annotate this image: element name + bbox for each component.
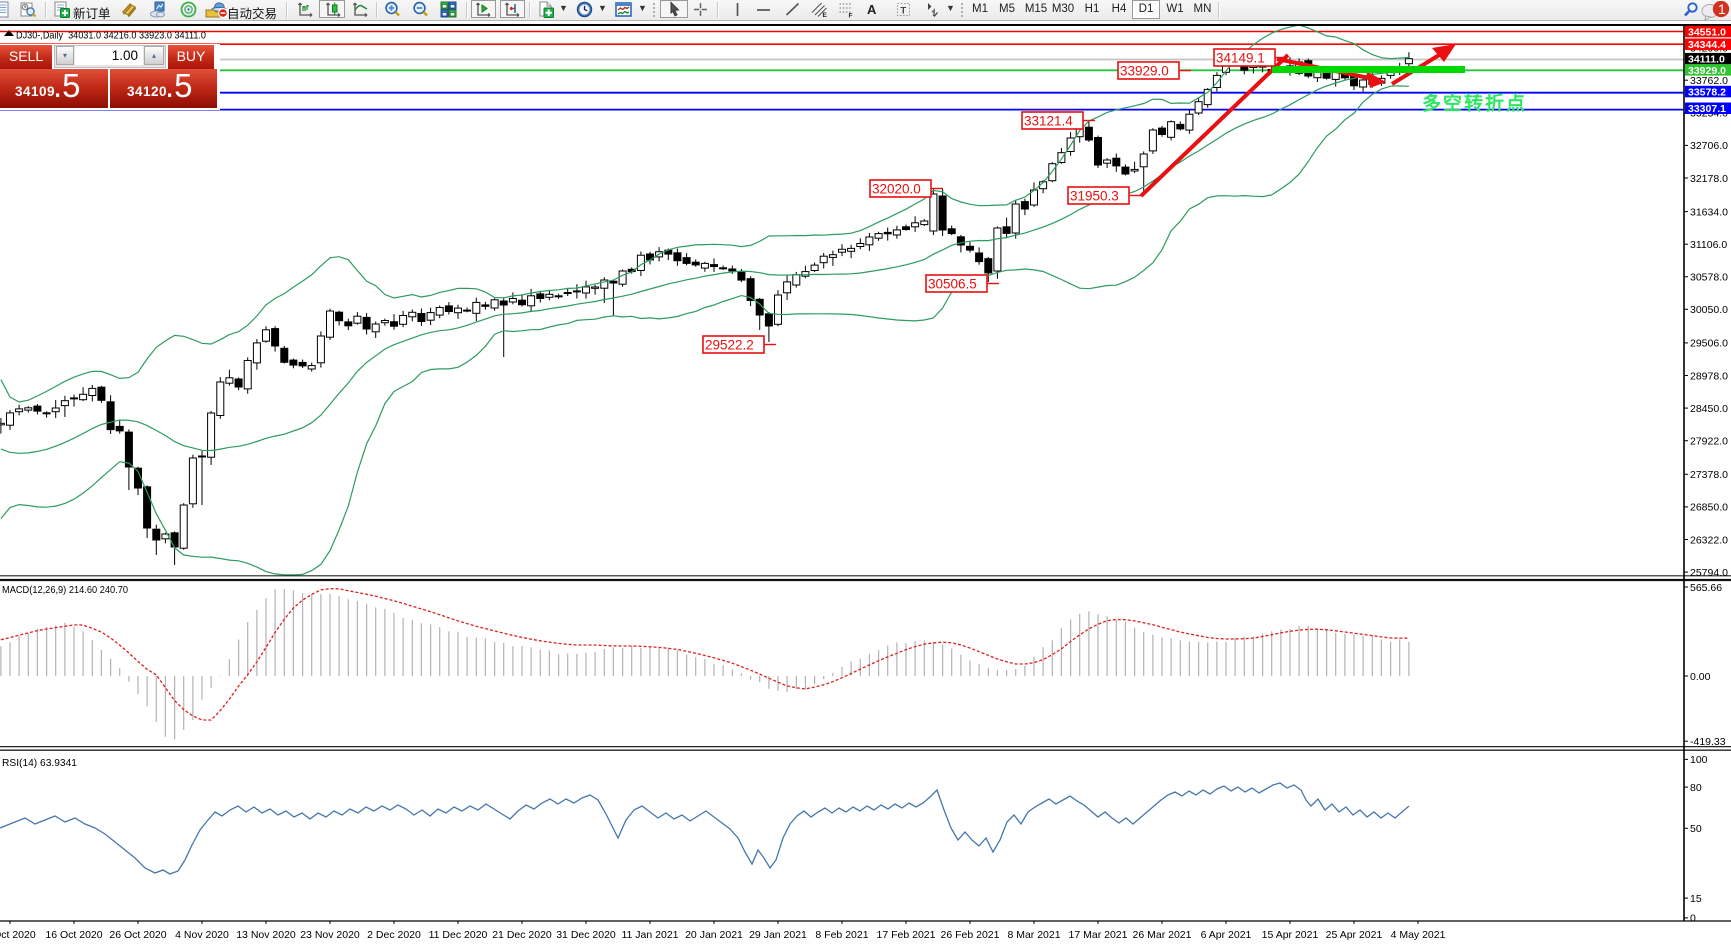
svg-text:T: T — [900, 6, 906, 17]
svg-text:4 May 2021: 4 May 2021 — [1391, 929, 1446, 941]
svg-text:2 Dec 2020: 2 Dec 2020 — [367, 929, 421, 941]
svg-text:8 Feb 2021: 8 Feb 2021 — [815, 929, 868, 941]
svg-text:27378.0: 27378.0 — [1690, 469, 1728, 481]
svg-text:13 Nov 2020: 13 Nov 2020 — [236, 929, 296, 941]
svg-text:0: 0 — [1690, 913, 1696, 925]
svg-text:27922.0: 27922.0 — [1690, 436, 1728, 448]
svg-text:11 Jan 2021: 11 Jan 2021 — [621, 929, 678, 941]
svg-text:80: 80 — [1690, 782, 1702, 794]
svg-text:-419.33: -419.33 — [1690, 736, 1726, 748]
svg-text:100: 100 — [1690, 754, 1708, 766]
svg-text:28450.0: 28450.0 — [1690, 403, 1728, 415]
svg-text:多空转折点: 多空转折点 — [1422, 92, 1527, 115]
svg-text:0.00: 0.00 — [1690, 671, 1711, 683]
svg-text:16 Oct 2020: 16 Oct 2020 — [45, 929, 102, 941]
svg-text:32706.0: 32706.0 — [1690, 140, 1728, 152]
svg-text:30506.5: 30506.5 — [928, 277, 977, 292]
svg-text:20 Jan 2021: 20 Jan 2021 — [685, 929, 743, 941]
svg-text:32020.0: 32020.0 — [872, 182, 921, 197]
svg-text:33929.0: 33929.0 — [1688, 65, 1726, 77]
svg-text:31634.0: 31634.0 — [1690, 206, 1728, 218]
svg-text:31 Dec 2020: 31 Dec 2020 — [556, 929, 616, 941]
svg-text:15: 15 — [1690, 893, 1702, 905]
svg-text:26 Oct 2020: 26 Oct 2020 — [109, 929, 166, 941]
svg-text:33307.1: 33307.1 — [1688, 103, 1726, 115]
svg-text:8 Mar 2021: 8 Mar 2021 — [1007, 929, 1060, 941]
svg-text:33578.2: 33578.2 — [1688, 86, 1726, 98]
svg-text:31106.0: 31106.0 — [1690, 239, 1727, 251]
svg-text:29 Jan 2021: 29 Jan 2021 — [749, 929, 807, 941]
svg-text:17 Feb 2021: 17 Feb 2021 — [877, 929, 936, 941]
svg-text:26322.0: 26322.0 — [1690, 534, 1728, 546]
svg-text:26 Mar 2021: 26 Mar 2021 — [1133, 929, 1192, 941]
svg-text:31950.3: 31950.3 — [1070, 189, 1119, 204]
svg-text:32178.0: 32178.0 — [1690, 173, 1728, 185]
svg-text:26850.0: 26850.0 — [1690, 502, 1728, 514]
svg-text:25794.0: 25794.0 — [1690, 567, 1728, 579]
svg-text:28978.0: 28978.0 — [1690, 370, 1728, 382]
svg-text:17 Mar 2021: 17 Mar 2021 — [1069, 929, 1128, 941]
svg-text:30050.0: 30050.0 — [1690, 304, 1728, 316]
svg-text:23 Nov 2020: 23 Nov 2020 — [300, 929, 360, 941]
svg-text:MACD(12,26,9) 214.60 240.70: MACD(12,26,9) 214.60 240.70 — [2, 584, 128, 596]
svg-text:34344.4: 34344.4 — [1688, 39, 1726, 51]
svg-text:7 Oct 2020: 7 Oct 2020 — [0, 929, 36, 941]
svg-text:4 Nov 2020: 4 Nov 2020 — [175, 929, 229, 941]
svg-text:6 Apr 2021: 6 Apr 2021 — [1201, 929, 1252, 941]
svg-text:565.66: 565.66 — [1690, 582, 1722, 594]
svg-text:29506.0: 29506.0 — [1690, 338, 1728, 350]
svg-text:26 Feb 2021: 26 Feb 2021 — [941, 929, 1000, 941]
svg-text:33929.0: 33929.0 — [1120, 64, 1169, 79]
svg-text:33762.0: 33762.0 — [1690, 75, 1728, 87]
svg-text:11 Dec 2020: 11 Dec 2020 — [429, 929, 488, 941]
svg-text:F: F — [849, 13, 853, 19]
svg-text:21 Dec 2020: 21 Dec 2020 — [492, 929, 552, 941]
svg-text:E: E — [823, 12, 828, 18]
svg-text:29522.2: 29522.2 — [705, 338, 754, 353]
svg-text:25 Apr 2021: 25 Apr 2021 — [1326, 929, 1383, 941]
svg-text:34149.1: 34149.1 — [1216, 51, 1265, 66]
svg-text:50: 50 — [1690, 823, 1702, 835]
svg-text:34551.0: 34551.0 — [1688, 26, 1726, 38]
svg-text:34111.0: 34111.0 — [1688, 54, 1725, 66]
svg-text:15 Apr 2021: 15 Apr 2021 — [1262, 929, 1319, 941]
svg-text:30578.0: 30578.0 — [1690, 272, 1728, 284]
svg-text:33121.4: 33121.4 — [1024, 114, 1073, 129]
svg-text:DJ30-,Daily 34031.0 34216.0 3: DJ30-,Daily 34031.0 34216.0 33923.0 3411… — [16, 30, 206, 42]
svg-text:1: 1 — [1718, 1, 1726, 17]
svg-text:RSI(14) 63.9341: RSI(14) 63.9341 — [2, 757, 77, 769]
